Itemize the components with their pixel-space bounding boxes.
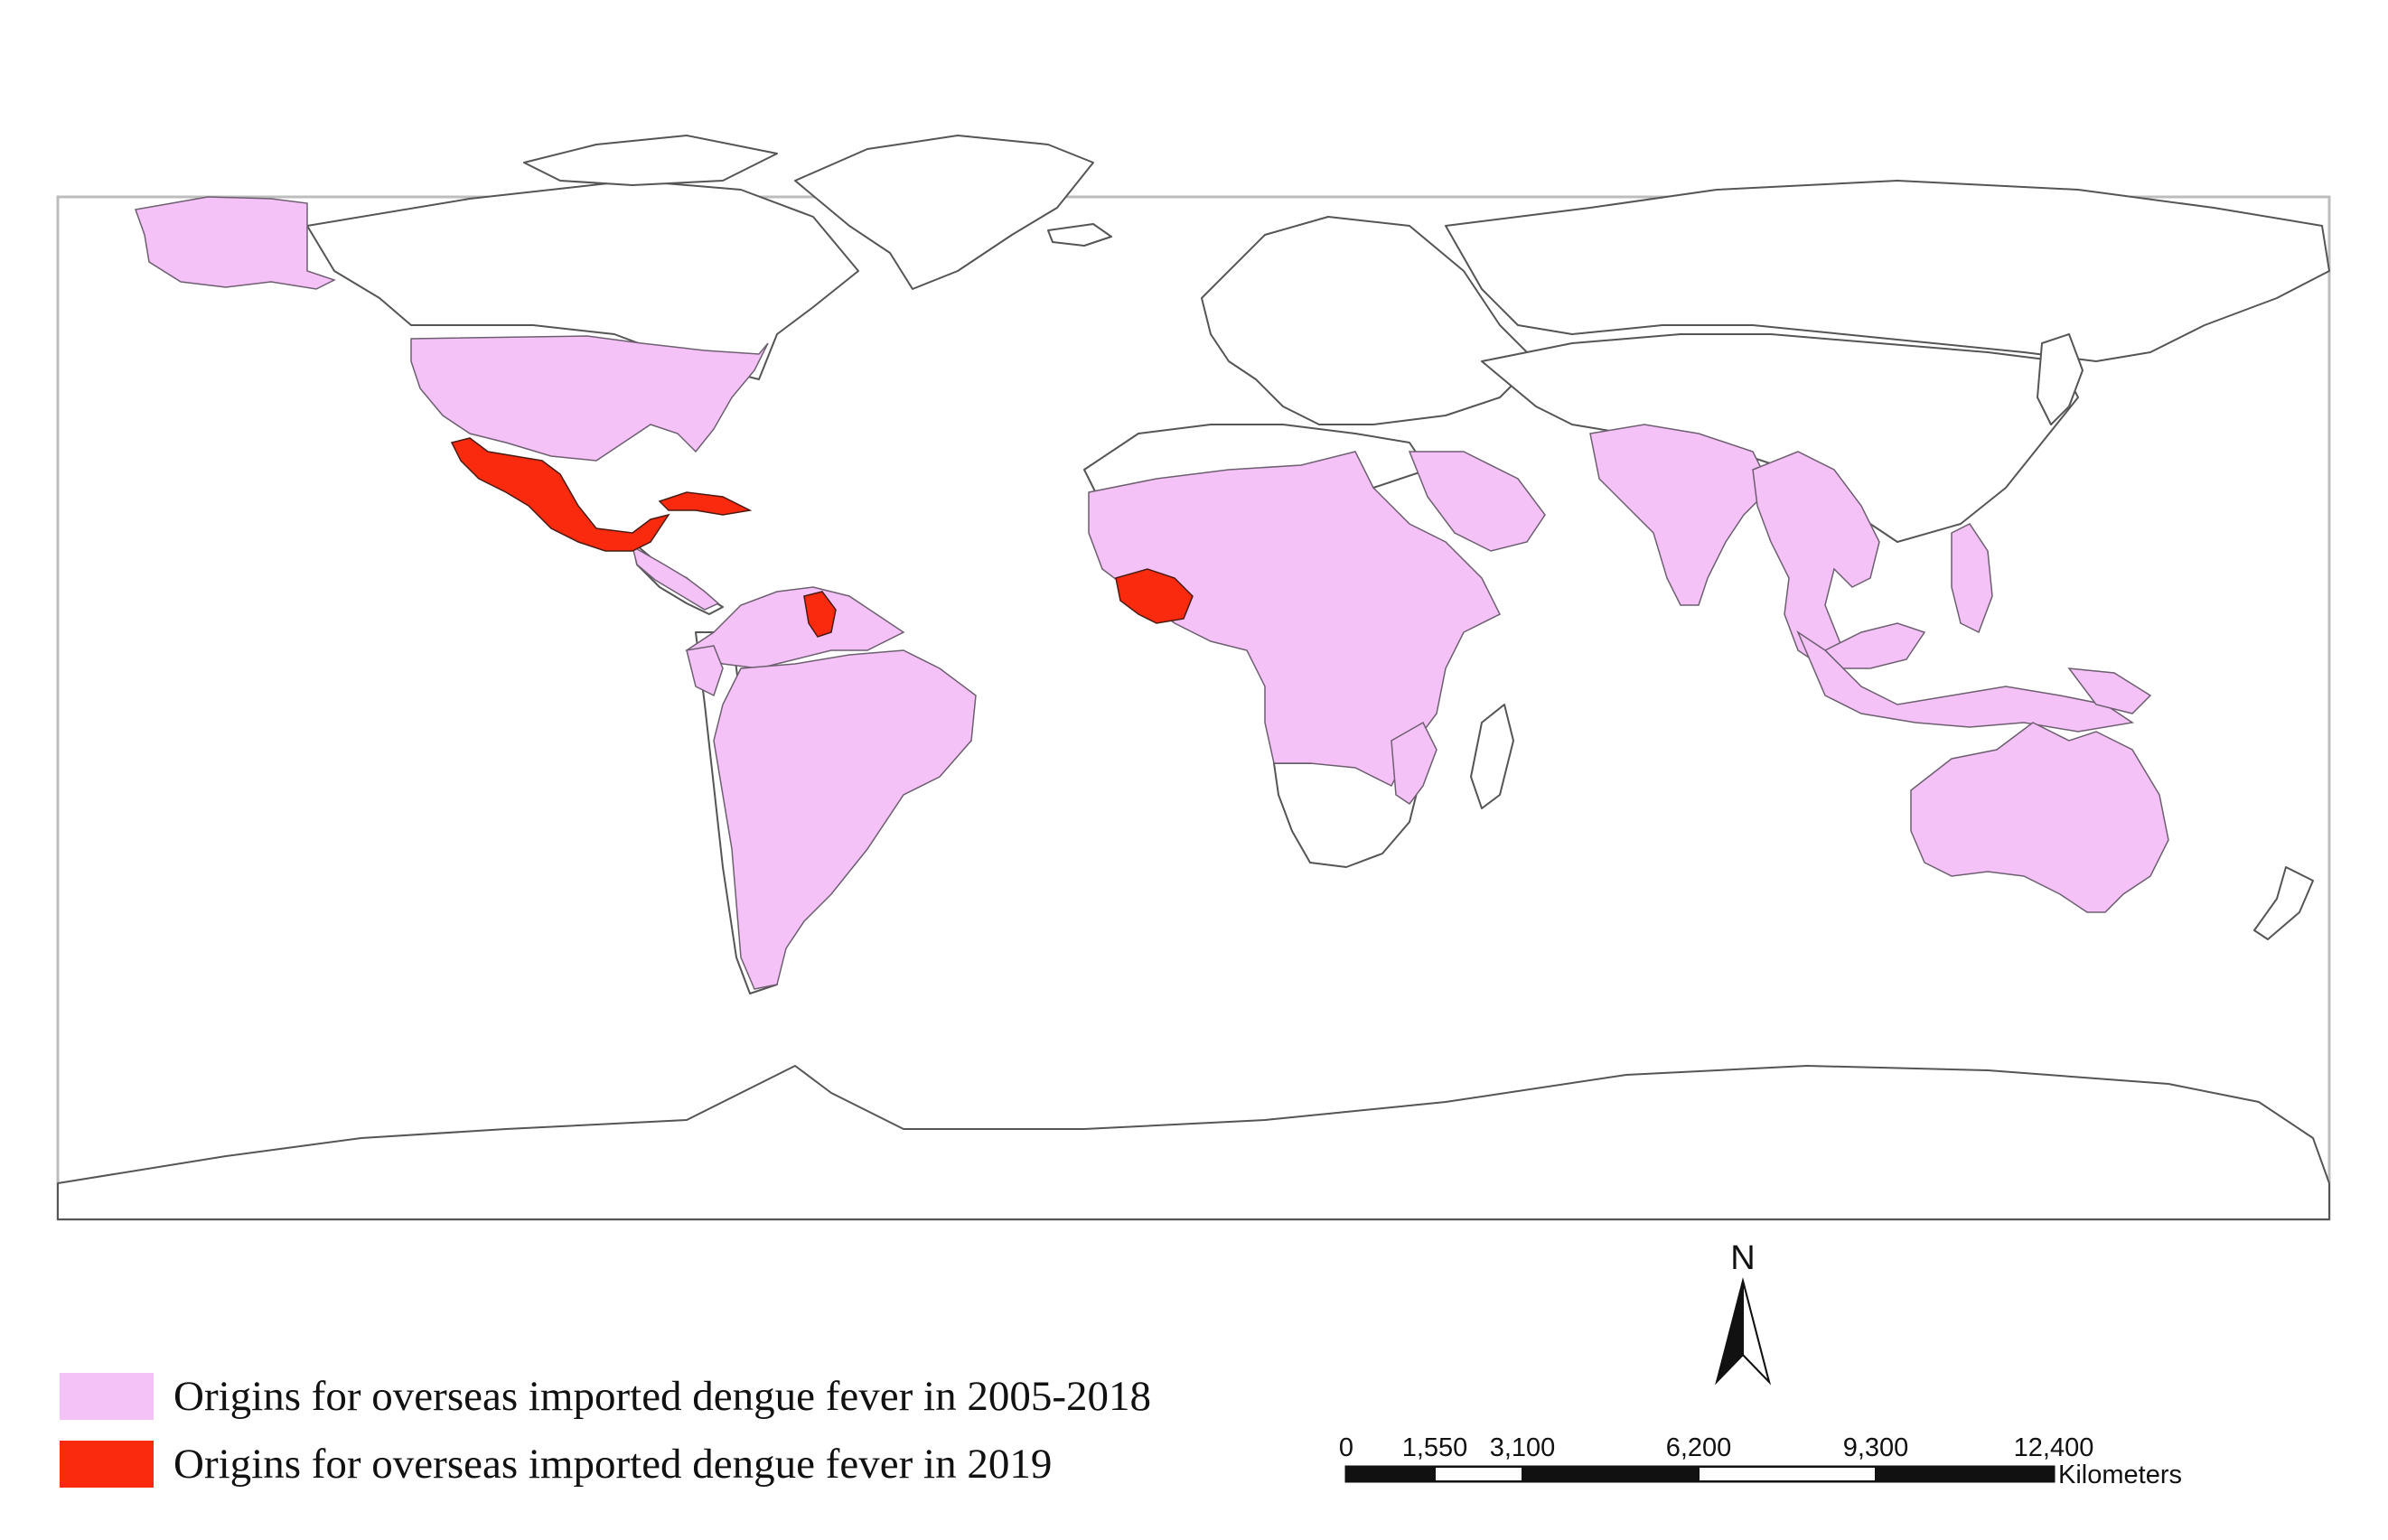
region-cuba	[658, 491, 753, 516]
scale-bar-segment-5	[1876, 1467, 2054, 1481]
region-saudi-arabia	[1408, 451, 1546, 552]
scale-bar-segment-1	[1346, 1467, 1435, 1481]
landmass-greenland	[794, 135, 1094, 290]
region-guyana	[803, 591, 837, 638]
legend-item-2019: Origins for overseas imported dengue fev…	[60, 1430, 1151, 1498]
scale-tick-0: 0	[1339, 1433, 1353, 1462]
region-south-america	[713, 649, 977, 990]
region-ecuador-peru	[686, 645, 724, 697]
scale-tick-12400: 12,400	[2014, 1433, 2094, 1462]
origins-2005-2018-regions	[134, 196, 2169, 990]
legend-swatch-2005-2018	[60, 1372, 154, 1420]
legend-label-2019: Origins for overseas imported dengue fev…	[173, 1440, 1053, 1488]
landmass-canada	[306, 180, 859, 380]
landmass-iceland	[1047, 223, 1112, 247]
scale-tick-1550: 1,550	[1402, 1433, 1468, 1462]
north-arrow-half	[1742, 1280, 1771, 1386]
region-philippines	[1951, 523, 1993, 634]
scale-bar-segment-2	[1434, 1466, 1523, 1482]
region-papua-new-guinea	[2067, 667, 2152, 714]
scale-unit: Kilometers	[2058, 1461, 2182, 1489]
landmass-arctic-islands	[523, 135, 778, 186]
base-landmasses	[57, 135, 2330, 1220]
scale-bar-segment-3	[1522, 1467, 1699, 1481]
region-central-america	[631, 545, 720, 611]
region-india	[1589, 424, 1772, 606]
legend-item-2005-2018: Origins for overseas imported dengue fev…	[60, 1362, 1151, 1430]
origins-2019-regions	[450, 437, 1194, 638]
region-southeast-asia-mainland	[1752, 451, 1880, 669]
landmass-antarctica	[57, 1065, 2330, 1220]
region-west-africa-2019	[1115, 568, 1194, 624]
region-indonesia	[1796, 630, 2134, 733]
scale-tick-3100: 3,100	[1490, 1433, 1556, 1462]
legend-label-2005-2018: Origins for overseas imported dengue fev…	[173, 1372, 1152, 1420]
scale-bar: 0 1,550 3,100 6,200 9,300 12,400 Kilomet…	[1339, 1433, 2182, 1489]
landmass-japan	[2037, 333, 2084, 425]
region-mexico	[450, 437, 670, 552]
scale-tick-6200: 6,200	[1666, 1433, 1732, 1462]
landmass-madagascar	[1470, 704, 1514, 809]
north-arrow: N	[1715, 1239, 1771, 1386]
landmass-new-zealand	[2253, 866, 2314, 940]
scale-tick-9300: 9,300	[1843, 1433, 1909, 1462]
legend: Origins for overseas imported dengue fev…	[60, 1362, 1151, 1498]
legend-swatch-2019	[60, 1440, 154, 1488]
scale-bar-segment-4	[1698, 1466, 1877, 1482]
region-mozambique	[1391, 721, 1437, 806]
landmass-russia	[1445, 180, 2330, 362]
region-usa	[410, 335, 769, 462]
region-alaska	[134, 196, 336, 290]
north-label: N	[1730, 1239, 1755, 1277]
region-malaysia	[1823, 622, 1926, 669]
landmass-europe	[1201, 216, 1537, 425]
region-australia	[1910, 722, 2169, 913]
